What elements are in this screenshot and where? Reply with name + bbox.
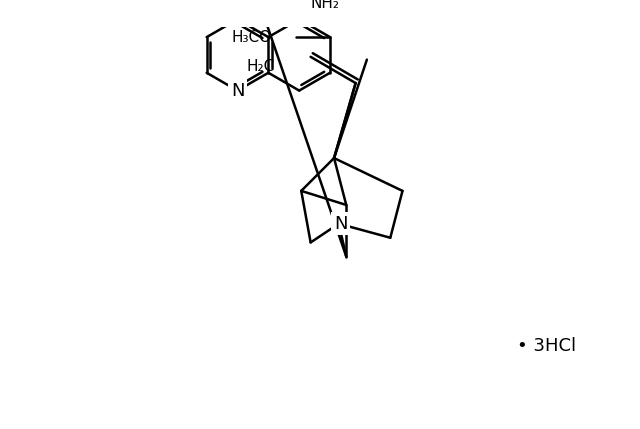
Polygon shape bbox=[260, 0, 290, 8]
Text: N: N bbox=[231, 82, 244, 100]
Text: • 3HCl: • 3HCl bbox=[517, 337, 576, 354]
Text: H₃CO: H₃CO bbox=[232, 30, 272, 45]
Text: H₂C: H₂C bbox=[247, 59, 275, 74]
Text: NH₂: NH₂ bbox=[310, 0, 339, 11]
Text: N: N bbox=[334, 214, 348, 233]
